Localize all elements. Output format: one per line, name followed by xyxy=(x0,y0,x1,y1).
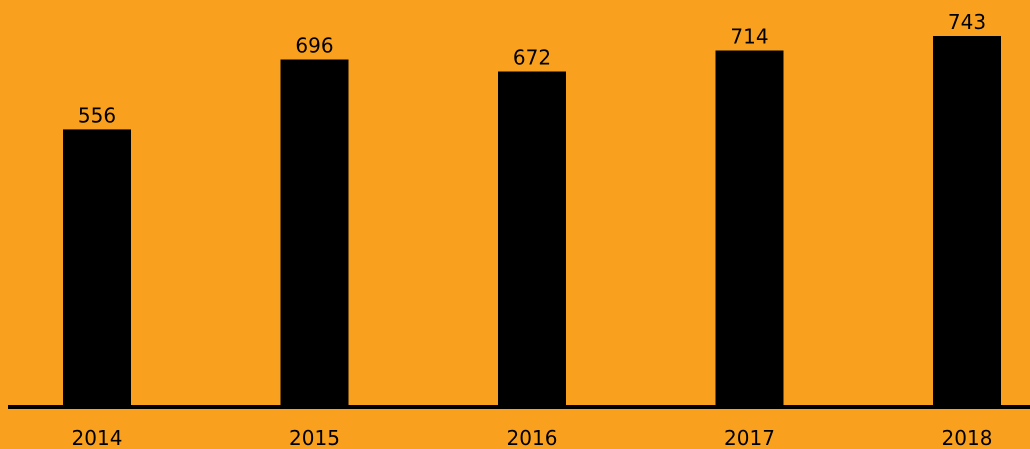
value-label-2014: 556 xyxy=(78,103,116,127)
value-label-2015: 696 xyxy=(295,34,333,58)
bar-2015 xyxy=(280,59,349,407)
value-label-2017: 714 xyxy=(730,25,768,49)
x-tick-label-2018: 2018 xyxy=(942,426,993,449)
value-labels-group: 556 696 672 714 743 xyxy=(78,10,986,127)
x-tick-label-2016: 2016 xyxy=(507,426,558,449)
value-label-2018: 743 xyxy=(948,10,986,34)
bar-2016 xyxy=(498,71,566,407)
x-tick-labels-group: 2014 2015 2016 2017 2018 xyxy=(72,426,993,449)
bar-2014 xyxy=(63,129,131,407)
x-tick-label-2014: 2014 xyxy=(72,426,123,449)
bar-2018 xyxy=(933,36,1001,407)
value-label-2016: 672 xyxy=(513,46,551,70)
bars-group xyxy=(63,36,1001,407)
x-tick-label-2015: 2015 xyxy=(289,426,340,449)
x-tick-label-2017: 2017 xyxy=(724,426,775,449)
bar-2017 xyxy=(715,50,784,407)
